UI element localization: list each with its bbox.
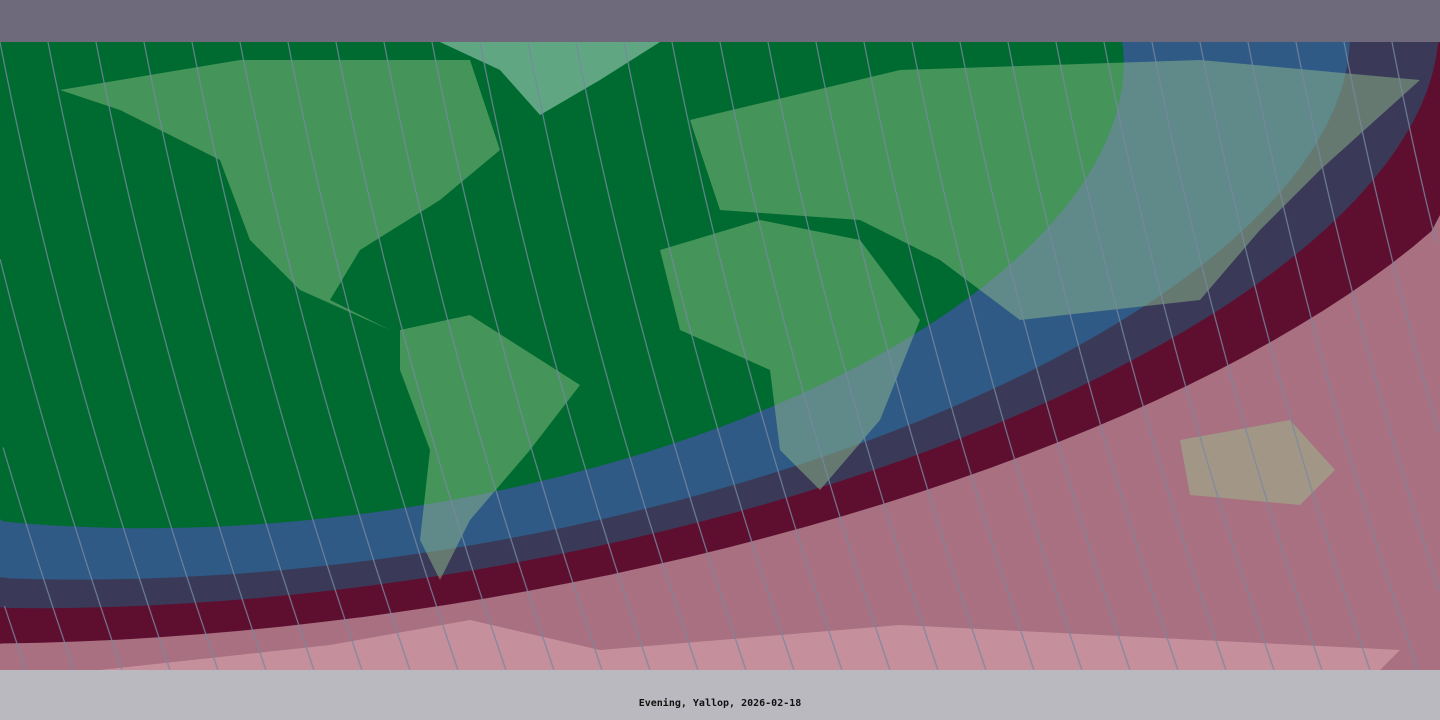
meridian-line — [527, 41, 699, 671]
north-america — [60, 60, 500, 330]
meridian-line — [287, 41, 459, 671]
meridian-line — [767, 41, 939, 671]
africa — [660, 220, 920, 490]
meridian-line — [1007, 41, 1179, 671]
meridian-line — [959, 41, 1131, 671]
bottom-band — [0, 670, 1440, 720]
meridian-line — [1151, 41, 1323, 671]
meridian-line — [239, 41, 411, 671]
eurasia — [690, 60, 1420, 320]
antarctica — [100, 620, 1400, 670]
meridian-line — [191, 41, 363, 671]
meridian-line — [1055, 41, 1227, 671]
meridian-lines — [0, 41, 1440, 671]
zone-easily-visible — [0, 42, 1124, 529]
meridian-line — [431, 41, 603, 671]
top-band — [0, 0, 1440, 42]
meridian-line — [335, 41, 507, 671]
meridian-line — [0, 41, 171, 671]
meridian-line — [95, 41, 267, 671]
meridian-line — [1391, 41, 1437, 244]
land-masses — [60, 42, 1420, 670]
meridian-line — [719, 41, 891, 671]
meridian-line — [815, 41, 987, 671]
meridian-line — [863, 41, 1035, 671]
meridian-line — [623, 41, 795, 671]
meridian-line — [2, 447, 75, 671]
meridian-line — [3, 605, 27, 671]
meridian-line — [671, 41, 843, 671]
meridian-line — [0, 258, 123, 671]
meridian-line — [1199, 41, 1371, 671]
meridian-line — [383, 41, 555, 671]
australia — [1180, 420, 1335, 505]
meridian-line — [1343, 41, 1440, 432]
meridian-line — [143, 41, 315, 671]
south-america — [400, 315, 580, 580]
meridian-line — [575, 41, 747, 671]
meridian-line — [1247, 41, 1419, 671]
meridian-line — [479, 41, 651, 671]
meridian-line — [1295, 41, 1440, 591]
meridian-line — [911, 41, 1083, 671]
meridian-line — [1103, 41, 1275, 671]
meridian-line — [47, 41, 219, 671]
greenland — [440, 42, 660, 115]
map-caption: Evening, Yallop, 2026-02-18 — [638, 698, 802, 709]
